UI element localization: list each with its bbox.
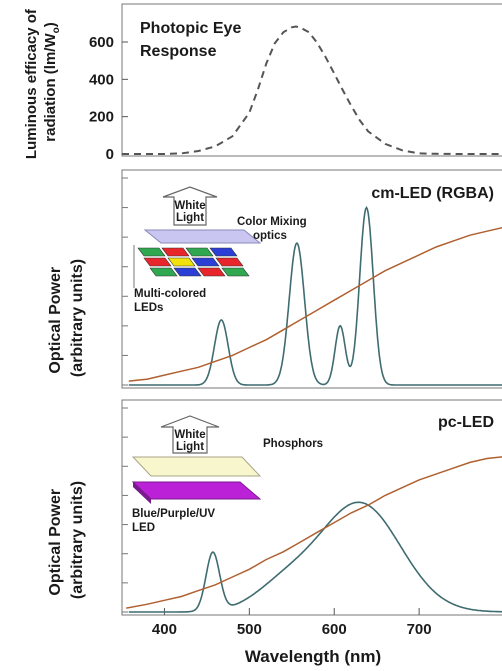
y-axis-label-bottom: Optical Power (arbitrary units) (47, 481, 86, 599)
white-light-text-mid-1: White (174, 200, 205, 212)
led-cell (191, 257, 220, 267)
led-plate (131, 481, 262, 500)
leds-label-2: LEDs (134, 302, 163, 314)
led-label-2: LED (132, 522, 155, 534)
y-axis-label-top-line1: Luminous efficacy of (23, 8, 40, 159)
eye-sensitivity-curve (128, 226, 502, 382)
led-cell (161, 247, 190, 257)
mid-curves-group (128, 206, 502, 386)
y-tick-label-top: 0 (106, 146, 114, 163)
rgba-inset: White Light Color Mixing optics Multi-co… (133, 186, 307, 314)
led-cell (167, 257, 196, 267)
y-axis-label-bottom-line1: Optical Power (47, 489, 64, 596)
white-light-text-bottom-1: White (174, 429, 205, 441)
optics-label-2: optics (253, 230, 287, 242)
led-grid (133, 245, 250, 288)
ylabel-top-sub: o (51, 27, 62, 33)
y-axis-label-mid-line2: (arbitrary units) (69, 259, 86, 377)
eye-response-curve-group (122, 25, 502, 155)
spectrum-curve (128, 206, 502, 386)
y-axis-label-top: Luminous efficacy of radiation (lm/Wo) (23, 5, 62, 159)
led-cell (209, 247, 238, 257)
phosphor-label: Phosphors (263, 438, 323, 450)
x-tick-label: 500 (237, 621, 262, 638)
panel-mid-frame (121, 169, 502, 389)
y-ticks-top: 0 200 400 600 (89, 34, 128, 163)
x-axis-label: Wavelength (nm) (245, 647, 381, 666)
bottom-curves-group (126, 456, 502, 613)
panel-bottom-frame (121, 399, 502, 616)
eye-response-curve (122, 25, 502, 155)
led-cell (173, 267, 202, 277)
led-cell (215, 257, 244, 267)
panel-top-frame (121, 3, 502, 157)
x-tick-label: 400 (152, 621, 177, 638)
phosphor-plate (131, 456, 262, 477)
white-light-text-mid-2: Light (176, 212, 204, 224)
panel-mid-title: cm-LED (RGBA) (371, 185, 494, 202)
y-tick-label-top: 200 (89, 109, 114, 126)
led-cell (197, 267, 226, 277)
y-axis-label-bottom-line2: (arbitrary units) (69, 481, 86, 599)
ylabel-top-main: radiation (lm/W (42, 33, 59, 142)
led-cell (137, 247, 166, 257)
panel-bottom-title: pc-LED (438, 414, 494, 431)
y-axis-label-mid-line1: Optical Power (47, 267, 64, 374)
y-tick-label-top: 600 (89, 34, 114, 51)
leds-label-1: Multi-colored (134, 288, 206, 300)
eye-sensitivity-curve (126, 456, 502, 609)
led-cell (143, 257, 172, 267)
white-light-arrow-mid (162, 186, 218, 226)
white-light-arrow-bottom (160, 415, 220, 454)
led-label-1: Blue/Purple/UV (132, 508, 215, 520)
ylabel-top-close: ) (42, 22, 59, 27)
x-tick-label: 700 (407, 621, 432, 638)
x-tick-label: 600 (322, 621, 347, 638)
pcled-inset: White Light Phosphors Blue/Purple/UV LED (131, 415, 323, 534)
optics-label-1: Color Mixing (237, 216, 307, 228)
led-plate-edge (133, 482, 151, 504)
y-axis-label-top-line2: radiation (lm/Wo) (42, 22, 62, 141)
y-axis-label-mid: Optical Power (arbitrary units) (47, 259, 86, 377)
y-tick-label-top: 400 (89, 71, 114, 88)
y-ticks-bottom (122, 407, 128, 613)
led-cell (221, 267, 250, 277)
white-light-text-bottom-2: Light (176, 441, 204, 453)
spectrum-curve (128, 501, 502, 613)
x-ticks-bottom: 400 500 600 700 (152, 608, 432, 638)
panel-top-title-line2: Response (140, 43, 217, 60)
led-cell (185, 247, 214, 257)
y-ticks-mid (122, 177, 128, 386)
optics-plate (143, 229, 262, 244)
led-cell (149, 267, 178, 277)
panel-top-title-line1: Photopic Eye (140, 20, 241, 37)
